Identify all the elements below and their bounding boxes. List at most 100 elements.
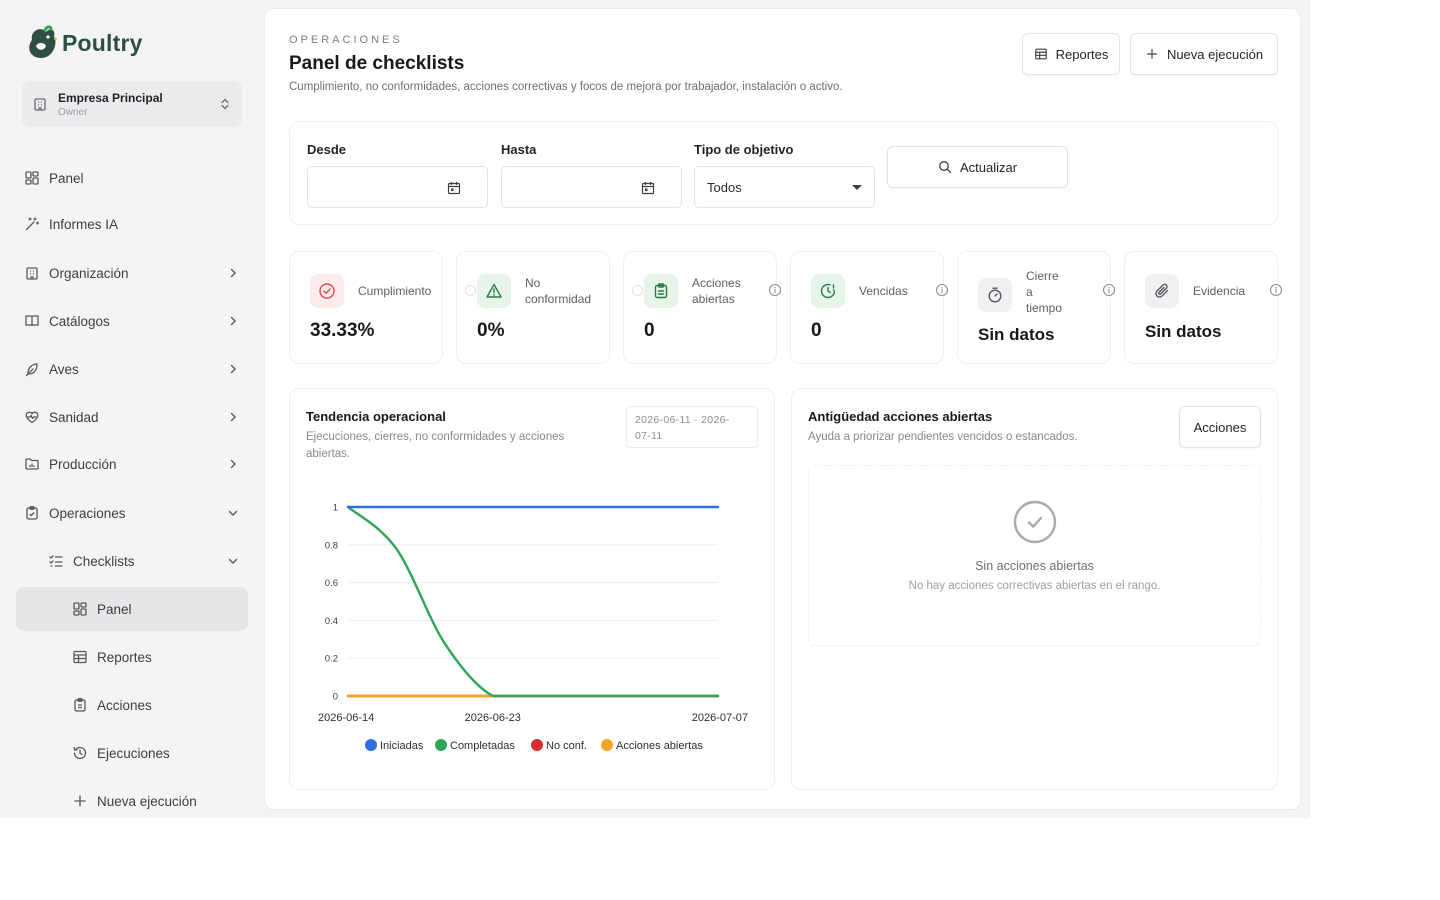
brand-logo[interactable]: Poultry (24, 24, 143, 62)
kpi-value: Sin datos (1145, 322, 1222, 341)
sidebar-item-sanidad[interactable]: Sanidad (16, 395, 248, 439)
x-tick-label: 2026-06-23 (465, 712, 521, 724)
hasta-label: Hasta (501, 142, 537, 157)
nueva-ejecucion-button[interactable]: Nueva ejecución (1130, 33, 1278, 75)
kpi-value: 0 (811, 320, 822, 341)
clipboard-check-icon (26, 506, 38, 520)
sidebar-item-label: Nueva ejecución (97, 793, 197, 809)
kpi-icon-wrap (1145, 274, 1179, 308)
magic-wand-icon (25, 217, 40, 231)
kpi-label: Acciones abiertas (692, 275, 741, 307)
sidebar-subitem-panel[interactable]: Panel (16, 587, 248, 631)
heart-pulse-icon (25, 411, 39, 424)
timer-icon (988, 287, 1002, 303)
sidebar-item-catalogos[interactable]: Catálogos (16, 299, 248, 343)
actualizar-button-label: Actualizar (959, 159, 1018, 175)
reportes-button-label: Reportes (1055, 46, 1109, 62)
workspace-role: Owner (58, 106, 88, 118)
aging-card: Antigüedad acciones abiertas Ayuda a pri… (791, 388, 1278, 790)
workspace-switcher[interactable]: Empresa Principal Owner (22, 81, 242, 127)
sidebar-item-label: Informes IA (49, 216, 119, 232)
table-icon (73, 650, 87, 664)
empty-state-subtitle: No hay acciones correctivas abiertas en … (908, 580, 1161, 592)
history-icon (73, 746, 87, 760)
sidebar-item-aves[interactable]: Aves (16, 347, 248, 391)
building-icon (34, 98, 46, 111)
desde-date-input[interactable] (307, 166, 488, 208)
sidebar-item-checklists[interactable]: Checklists (16, 539, 248, 583)
info-icon[interactable] (1269, 283, 1283, 297)
calendar-icon[interactable] (641, 181, 655, 195)
kpi-label-line: No (525, 276, 541, 290)
sidebar-subitem-acciones[interactable]: Acciones (16, 683, 248, 727)
sidebar-item-organizacion[interactable]: Organización (16, 251, 248, 295)
tipo-objetivo-label: Tipo de objetivo (694, 142, 794, 157)
clock-alert-icon (820, 283, 836, 299)
sidebar-item-label: Ejecuciones (97, 745, 170, 761)
date-range-line: 07-11 (635, 430, 663, 442)
dashboard-icon (73, 602, 87, 616)
kpi-value: 0 (644, 320, 655, 341)
kpi-value: 33.33% (310, 320, 375, 341)
kpi-label-line: Cierre (1026, 269, 1059, 283)
kpi-vencidas: Vencidas 0 (790, 251, 949, 364)
sidebar-item-label: Acciones (97, 697, 152, 713)
desde-label: Desde (307, 142, 347, 157)
trend-subtitle-line: abiertas. (306, 448, 351, 460)
calendar-icon[interactable] (447, 181, 461, 195)
y-tick-label: 0 (333, 692, 338, 703)
tipo-objetivo-value: Todos (707, 179, 742, 195)
book-open-icon (25, 315, 39, 327)
info-icon[interactable] (935, 283, 949, 297)
sidebar: Poultry Empresa Principal Owner Panel In… (0, 0, 262, 818)
legend-swatch (601, 739, 613, 751)
info-icon[interactable] (1102, 283, 1116, 297)
legend-swatch (365, 739, 377, 751)
kpi-acciones-abiertas: Acciones abiertas 0 (623, 251, 782, 364)
reportes-button[interactable]: Reportes (1022, 33, 1120, 75)
acciones-button[interactable]: Acciones (1179, 406, 1261, 448)
chevron-down-icon (228, 558, 238, 564)
sidebar-item-operaciones[interactable]: Operaciones (16, 491, 248, 535)
sidebar-item-label: Organización (49, 265, 129, 281)
sidebar-subitem-ejecuciones[interactable]: Ejecuciones (16, 731, 248, 775)
acciones-button-label: Acciones (1193, 419, 1247, 435)
trend-subtitle: Ejecuciones, cierres, no conformidades y… (306, 429, 564, 463)
legend-label: No conf. (546, 740, 587, 752)
sidebar-subitem-nueva-ejecucion[interactable]: Nueva ejecución (16, 779, 248, 818)
building-icon (26, 267, 38, 280)
warning-triangle-icon (486, 283, 502, 298)
tipo-objetivo-select[interactable]: Todos (694, 166, 875, 208)
sidebar-item-label: Panel (97, 601, 132, 617)
kpi-label: No conformidad (525, 275, 591, 307)
y-tick-label: 0.6 (325, 578, 338, 589)
sidebar-item-panel[interactable]: Panel (16, 156, 248, 200)
kpi-icon-wrap (644, 274, 678, 308)
sidebar-item-produccion[interactable]: Producción (16, 442, 248, 486)
trend-line-chart[interactable]: 0 0.2 0.4 0.6 0.8 1 2026-06-14 2026-06-23 2026-0… (290, 489, 774, 789)
legend-swatch (531, 739, 543, 751)
plus-icon (1146, 49, 1157, 59)
actualizar-button[interactable]: Actualizar (887, 146, 1068, 188)
kpi-no-conformidad: No conformidad 0% (456, 251, 610, 364)
chevrons-up-down-icon (221, 98, 229, 110)
sidebar-item-label: Reportes (97, 649, 152, 665)
kpi-value: 0% (477, 320, 505, 341)
sidebar-item-informes-ia[interactable]: Informes IA (16, 202, 248, 246)
aging-title: Antigüedad acciones abiertas (808, 409, 993, 424)
section-eyebrow: OPERACIONES (289, 34, 403, 46)
chevron-down-icon (228, 510, 238, 516)
kpi-cierre-a-tiempo: Cierre a tiempo Sin datos (957, 251, 1116, 364)
trend-subtitle-line: Ejecuciones, cierres, no conformidades y… (306, 431, 565, 443)
sidebar-item-label: Checklists (73, 553, 135, 569)
kpi-label-line: abiertas (692, 292, 735, 306)
sidebar-subitem-reportes[interactable]: Reportes (16, 635, 248, 679)
kpi-label-line: a (1026, 285, 1033, 299)
info-icon[interactable] (768, 283, 782, 297)
y-tick-label: 0.8 (325, 540, 338, 551)
aging-subtitle: Ayuda a priorizar pendientes vencidos o … (808, 431, 1078, 443)
legend-label: Acciones abiertas (616, 740, 703, 752)
y-tick-label: 1 (333, 503, 338, 514)
hasta-date-input[interactable] (501, 166, 682, 208)
kpi-label-line: Acciones (692, 276, 741, 290)
